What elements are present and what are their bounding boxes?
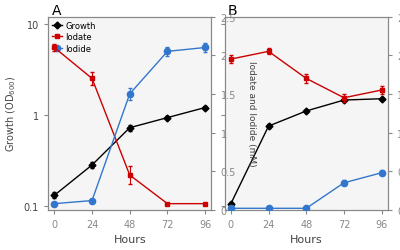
Title: A: A [52,4,61,18]
Y-axis label: Growth (OD$_{600}$): Growth (OD$_{600}$) [4,76,18,152]
Legend: Growth, Iodate, Iodide: Growth, Iodate, Iodide [52,22,96,54]
X-axis label: Hours: Hours [114,234,146,244]
Y-axis label: Iodate and Iodide (mM): Iodate and Iodide (mM) [247,61,256,166]
Title: B: B [228,4,238,18]
X-axis label: Hours: Hours [290,234,322,244]
